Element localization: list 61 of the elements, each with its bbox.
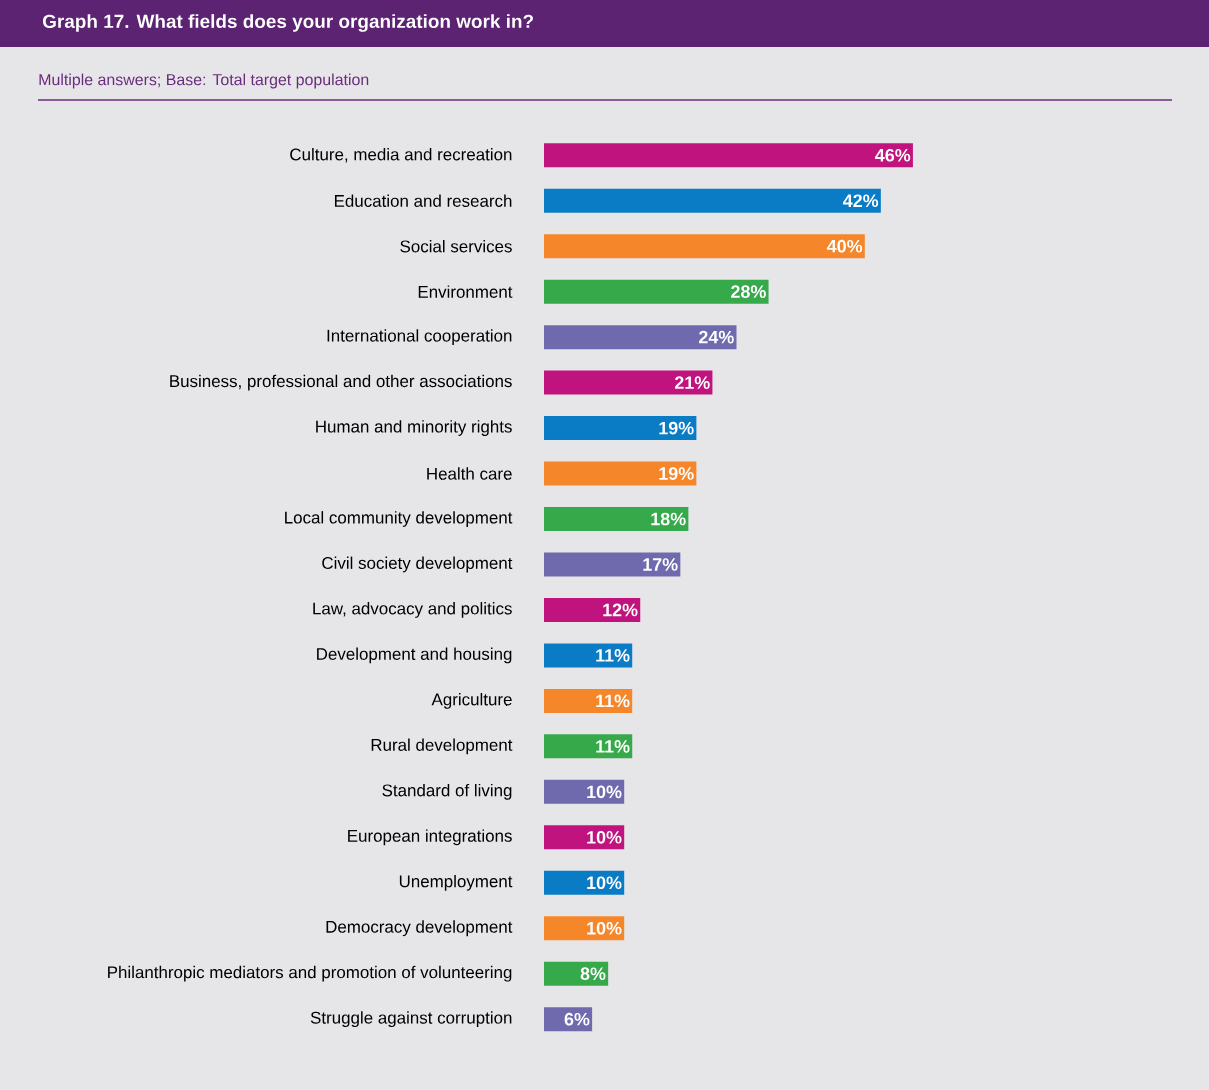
data-label: 11% bbox=[596, 694, 630, 708]
y-tick-label: International cooperation bbox=[327, 329, 512, 346]
text: Graph 17. What fields does your organization work in? bbox=[42, 14, 533, 32]
bar bbox=[544, 916, 625, 941]
data-label: 28% bbox=[731, 285, 766, 298]
y-tick-label: Business, professional and other associations bbox=[170, 374, 512, 391]
data-label: 40% bbox=[826, 239, 863, 253]
bar bbox=[544, 279, 769, 304]
data-label: 46% bbox=[875, 148, 911, 162]
bar bbox=[544, 597, 641, 622]
data-label: 42% bbox=[843, 194, 879, 208]
data-label: 12% bbox=[603, 603, 638, 617]
data-label: 17% bbox=[643, 558, 678, 571]
bar bbox=[544, 234, 865, 259]
bar bbox=[544, 870, 625, 895]
data-label: 10% bbox=[587, 876, 622, 890]
data-label: 6% bbox=[564, 1012, 590, 1026]
data-label: 8% bbox=[580, 967, 606, 981]
text: Multiple answers; Base: Total target population bbox=[39, 73, 369, 89]
y-tick-label: Education and research bbox=[334, 194, 512, 207]
bar bbox=[544, 188, 881, 213]
y-tick-label: Philanthropic mediators and promotion of volunteering bbox=[108, 965, 512, 982]
data-label: 19% bbox=[659, 421, 694, 435]
y-tick-label: Local community development bbox=[285, 511, 513, 527]
data-label: 11% bbox=[596, 740, 630, 753]
data-label: 18% bbox=[651, 512, 686, 526]
y-tick-label: Rural development bbox=[371, 738, 513, 755]
y-tick-label: Struggle against corruption bbox=[310, 1011, 512, 1028]
bar bbox=[544, 825, 625, 850]
bar bbox=[544, 507, 689, 532]
y-tick-label: Environment bbox=[418, 285, 513, 298]
y-tick-label: Unemployment bbox=[399, 874, 513, 891]
bar bbox=[544, 552, 681, 577]
data-label: 10% bbox=[587, 785, 622, 799]
y-tick-label: Development and housing bbox=[317, 647, 512, 664]
y-tick-label: Health care bbox=[427, 467, 512, 480]
bar bbox=[544, 416, 697, 441]
bar bbox=[544, 325, 737, 350]
bar bbox=[544, 461, 697, 486]
y-tick-label: European integrations bbox=[348, 829, 512, 846]
y-tick-label: Agriculture bbox=[431, 693, 512, 709]
bar bbox=[544, 688, 633, 713]
y-tick-label: Culture, media and recreation bbox=[290, 148, 512, 163]
y-tick-label: Standard of living bbox=[382, 783, 512, 800]
bar bbox=[544, 370, 713, 395]
data-label: 11% bbox=[596, 649, 630, 662]
y-tick-label: Civil society development bbox=[322, 556, 513, 573]
y-tick-label: Democracy development bbox=[326, 920, 513, 937]
data-label: 10% bbox=[587, 830, 622, 844]
data-label: 21% bbox=[674, 376, 710, 389]
y-tick-label: Human and minority rights bbox=[316, 420, 512, 436]
data-label: 19% bbox=[659, 467, 694, 480]
data-label: 10% bbox=[587, 921, 622, 935]
y-tick-label: Social services bbox=[400, 239, 512, 253]
bar bbox=[544, 961, 609, 986]
bar bbox=[544, 779, 625, 804]
bar bbox=[544, 734, 633, 759]
bar bbox=[544, 143, 913, 168]
bar bbox=[544, 643, 633, 668]
data-label: 24% bbox=[699, 330, 734, 344]
y-tick-label: Law, advocacy and politics bbox=[313, 602, 512, 618]
